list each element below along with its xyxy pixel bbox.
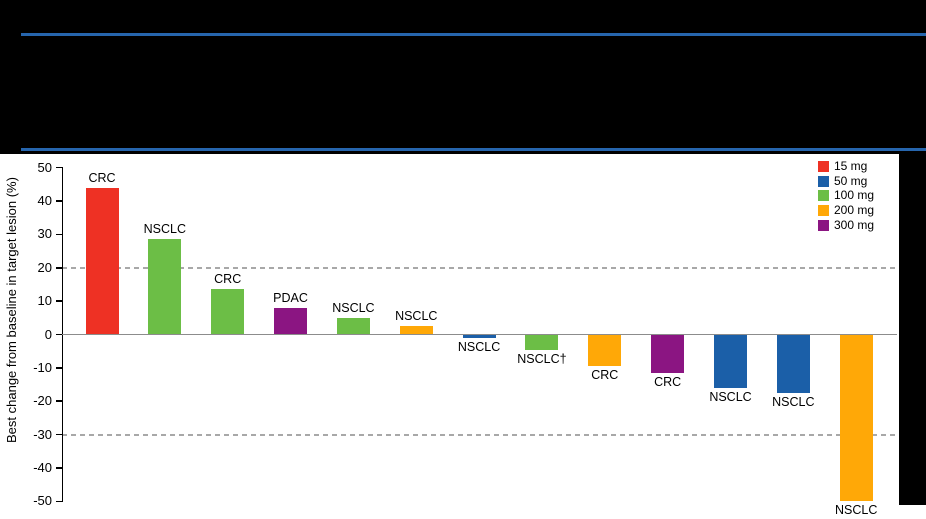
header-redaction-bar	[0, 0, 926, 154]
bar-label: CRC	[88, 170, 116, 185]
y-tick	[55, 166, 62, 169]
y-tick-label: 10	[37, 293, 52, 309]
legend-label: 100 mg	[834, 188, 875, 203]
legend-swatch	[818, 190, 829, 202]
bar-label: NSCLC	[709, 389, 752, 404]
y-tick	[55, 433, 62, 436]
legend-swatch	[818, 161, 829, 172]
zero-line	[62, 333, 897, 336]
y-tick	[55, 300, 62, 302]
bar	[462, 334, 496, 338]
legend-swatch	[818, 205, 829, 217]
bar	[211, 289, 245, 335]
bar	[525, 334, 559, 350]
bar	[839, 334, 873, 502]
y-tick-label: -50	[33, 493, 52, 509]
y-tick-label: 30	[37, 226, 52, 242]
y-tick	[55, 500, 62, 503]
header-rule-bottom	[21, 148, 926, 151]
header-rule-top	[21, 33, 926, 36]
y-tick	[55, 233, 62, 236]
bar-label: NSCLC	[143, 222, 187, 237]
y-tick-label: 20	[37, 259, 52, 275]
bar-label: NSCLC	[395, 309, 438, 324]
y-tick-label: 40	[37, 193, 52, 209]
legend-swatch	[818, 219, 829, 231]
y-tick	[55, 467, 62, 469]
y-tick-label: 0	[44, 326, 52, 342]
bar-label: CRC	[591, 368, 619, 383]
y-tick-label: -40	[33, 459, 52, 475]
y-tick-label: -20	[33, 393, 52, 409]
y-tick	[55, 400, 62, 402]
bar-label: NSCLC	[835, 503, 878, 518]
bar	[714, 334, 747, 388]
bar	[399, 326, 433, 335]
bar	[336, 317, 370, 335]
legend-label: 300 mg	[834, 217, 875, 232]
reference-line	[62, 266, 897, 269]
legend-label: 15 mg	[834, 159, 868, 173]
legend-swatch	[818, 175, 829, 187]
bar	[274, 307, 308, 335]
bar	[148, 239, 182, 335]
bar-label: NSCLC	[332, 300, 375, 315]
bar	[85, 187, 119, 335]
y-tick-label: -30	[33, 426, 52, 442]
bar-label: NSCLC†	[517, 351, 567, 366]
y-tick	[55, 200, 62, 202]
y-tick	[55, 267, 62, 269]
bar	[651, 334, 685, 373]
y-tick	[55, 367, 62, 369]
y-axis-title: Best change from baseline in target lesi…	[4, 177, 19, 443]
bar	[588, 334, 622, 367]
legend-label: 50 mg	[834, 173, 868, 188]
bar-label: PDAC	[273, 290, 308, 305]
bar-label: CRC	[214, 272, 242, 287]
legend-label: 200 mg	[834, 203, 875, 218]
bar	[776, 334, 810, 393]
y-tick	[55, 333, 62, 336]
y-tick-label: -10	[33, 359, 52, 375]
bar-label: NSCLC	[772, 394, 815, 409]
right-redaction-bar	[899, 154, 926, 505]
bar-label: NSCLC	[457, 339, 501, 354]
bar-label: CRC	[654, 374, 682, 389]
reference-line	[62, 433, 897, 436]
y-tick-label: 50	[37, 159, 52, 175]
